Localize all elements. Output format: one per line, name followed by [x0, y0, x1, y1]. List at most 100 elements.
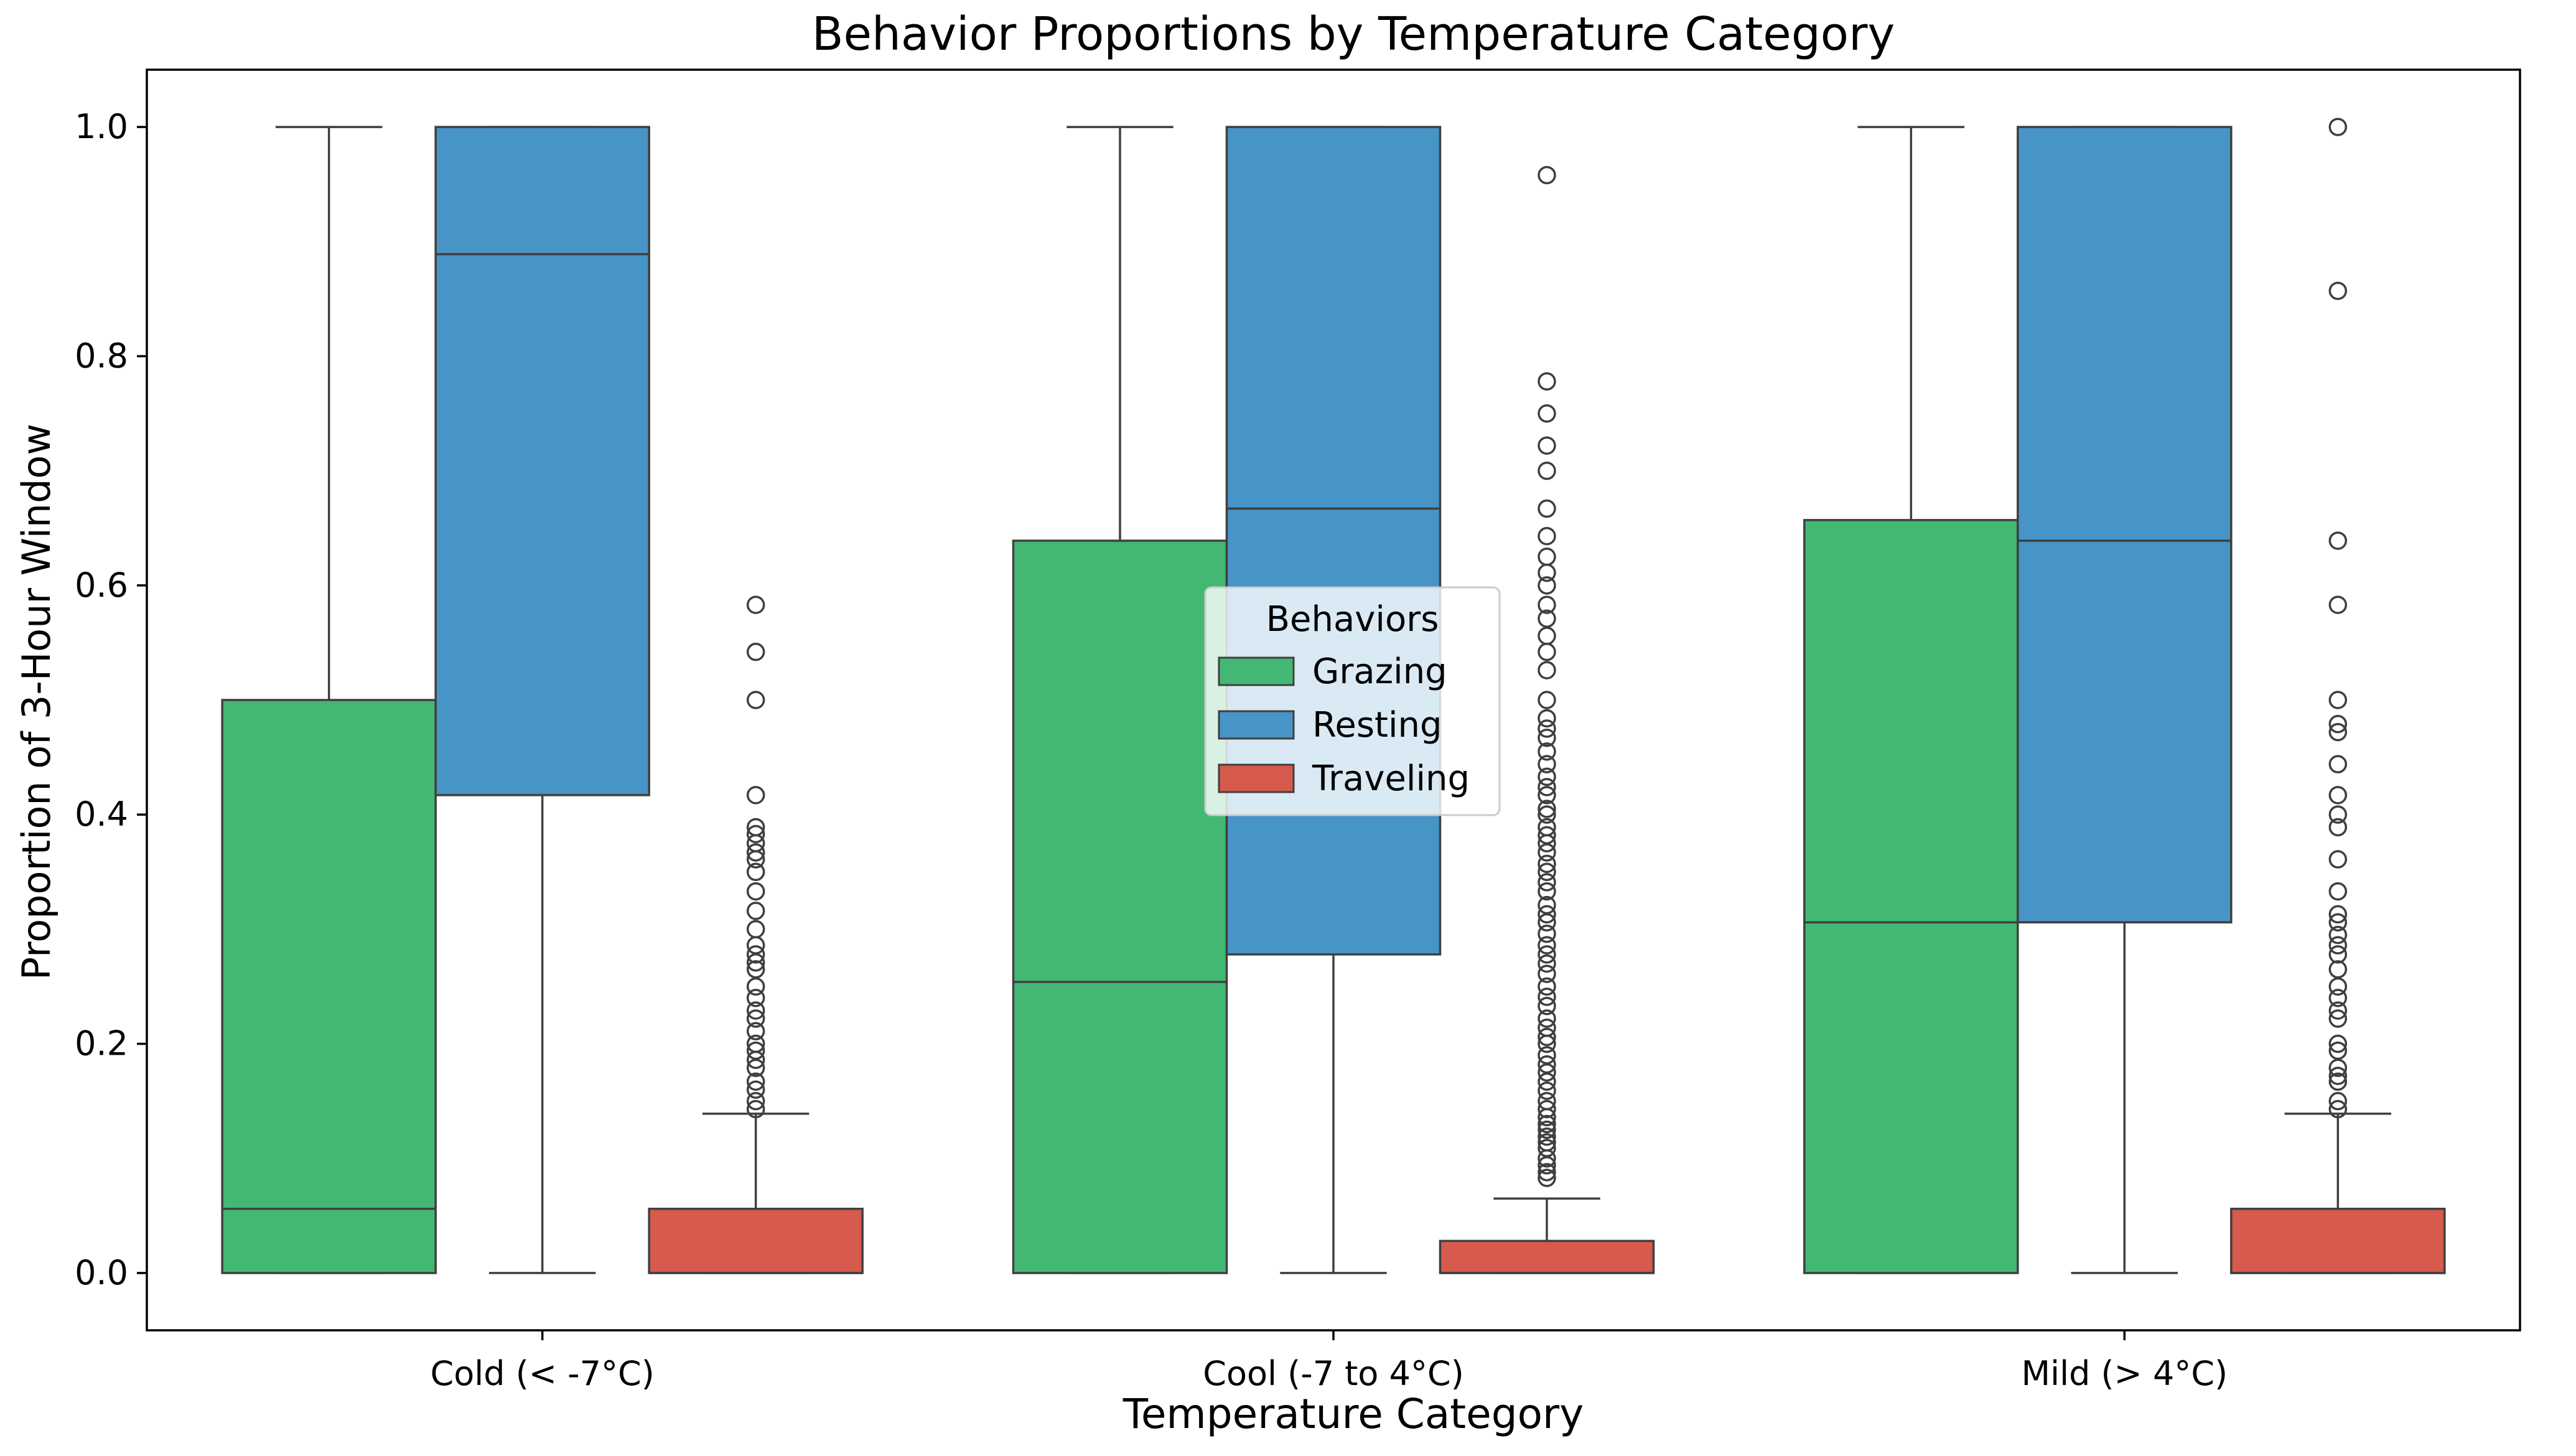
outlier-point — [1538, 1072, 1556, 1091]
outlier-point — [1538, 1009, 1556, 1028]
x-tick-label: Mild (> 4°C) — [2022, 1354, 2228, 1393]
outlier-point — [1538, 642, 1556, 661]
outlier-point — [2328, 1001, 2348, 1020]
outlier-point — [2328, 805, 2348, 824]
legend: Behaviors Grazing Resting Traveling — [1204, 586, 1501, 816]
outlier-point — [2328, 755, 2348, 773]
outlier-point — [1538, 691, 1556, 709]
outlier-point — [1538, 964, 1556, 983]
box-grazing-2 — [1803, 126, 2019, 1274]
legend-swatch-resting — [1218, 710, 1295, 740]
outlier-point — [1538, 499, 1556, 518]
outlier-point — [1538, 661, 1556, 679]
outlier-point — [746, 1058, 765, 1077]
legend-label-resting: Resting — [1312, 705, 1442, 745]
box-iqr — [648, 1208, 864, 1274]
plot-area: 0.0 0.2 0.4 0.6 0.8 1.0 Cold (< -7°C) Cool (-7 … — [75, 68, 2521, 1393]
outlier-point — [746, 977, 765, 996]
y-tick-label: 0.0 — [75, 1253, 128, 1292]
outlier-point — [2328, 818, 2348, 837]
x-axis-label: Temperature Category — [1122, 1390, 1584, 1438]
outlier-point — [1538, 1034, 1556, 1053]
x-tick-label: Cool (-7 to 4°C) — [1203, 1354, 1464, 1393]
outlier-point — [746, 882, 765, 901]
outlier-point — [2328, 531, 2348, 550]
outlier-point — [746, 595, 765, 614]
y-axis-label: Proportion of 3-Hour Window — [14, 424, 59, 980]
outlier-point — [1538, 905, 1556, 924]
outlier-point — [1538, 1081, 1556, 1100]
y-tick-label: 0.4 — [75, 795, 128, 834]
outlier-point — [2328, 1066, 2348, 1085]
outlier-point — [2328, 118, 2348, 136]
box-grazing-0 — [221, 126, 437, 1274]
outlier-point — [1538, 767, 1556, 786]
legend-swatch-traveling — [1218, 763, 1295, 793]
outlier-point — [1538, 945, 1556, 964]
box-iqr — [2017, 126, 2233, 924]
outlier-point — [1538, 576, 1556, 595]
box-resting-2 — [2017, 126, 2233, 1274]
outlier-point — [1538, 1108, 1556, 1127]
box-iqr — [1803, 519, 2019, 1274]
outlier-point — [2328, 850, 2348, 869]
outlier-point — [1538, 719, 1556, 738]
outlier-point — [1538, 1169, 1556, 1187]
outlier-point — [1538, 166, 1556, 185]
outlier-point — [746, 1009, 765, 1028]
box-iqr — [221, 699, 437, 1274]
outlier-point — [746, 642, 765, 661]
outlier-point — [1538, 742, 1556, 761]
outlier-point — [2328, 977, 2348, 996]
outlier-point — [1538, 372, 1556, 391]
outlier-point — [1538, 873, 1556, 892]
outlier-point — [746, 945, 765, 964]
chart-title: Behavior Proportions by Temperature Cate… — [812, 7, 1895, 61]
outlier-point — [2328, 691, 2348, 709]
outlier-point — [1538, 436, 1556, 455]
outlier-point — [746, 1080, 765, 1099]
outlier-point — [1538, 997, 1556, 1015]
outlier-point — [1538, 729, 1556, 747]
outlier-point — [1538, 954, 1556, 973]
box-iqr — [1225, 126, 1442, 956]
outlier-point — [2328, 281, 2348, 301]
outlier-point — [746, 989, 765, 1007]
legend-swatch-grazing — [1218, 656, 1295, 686]
outlier-point — [1538, 1156, 1556, 1175]
outlier-point — [2328, 1009, 2348, 1028]
outlier-point — [1538, 1163, 1556, 1182]
outlier-point — [1538, 913, 1556, 932]
outlier-point — [746, 1091, 765, 1111]
outlier-point — [746, 786, 765, 805]
outlier-point — [2328, 882, 2348, 901]
y-tick-label: 0.6 — [75, 566, 128, 605]
outlier-point — [1538, 1127, 1556, 1146]
legend-label-grazing: Grazing — [1312, 651, 1447, 692]
outlier-point — [1538, 805, 1556, 824]
outlier-point — [1538, 862, 1556, 882]
outlier-point — [2328, 722, 2348, 742]
outlier-point — [2328, 1072, 2348, 1091]
y-tick-label: 0.8 — [75, 336, 128, 375]
outlier-point — [746, 843, 765, 862]
legend-title: Behaviors — [1266, 599, 1439, 640]
box-traveling-2 — [2230, 118, 2446, 1274]
outlier-point — [746, 1099, 765, 1119]
box-resting-1 — [1225, 126, 1442, 1274]
outlier-point — [2328, 945, 2348, 964]
outlier-point — [2328, 595, 2348, 614]
outlier-point — [1538, 882, 1556, 901]
outlier-point — [1538, 526, 1556, 546]
outlier-point — [1538, 1114, 1556, 1134]
outlier-point — [1538, 924, 1556, 943]
outlier-point — [746, 953, 765, 972]
outlier-point — [746, 1072, 765, 1091]
outlier-point — [2328, 1034, 2348, 1053]
outlier-point — [2328, 913, 2348, 932]
box-resting-0 — [434, 126, 650, 1274]
box-traveling-1 — [1439, 166, 1655, 1274]
outlier-point — [746, 691, 765, 709]
box-grazing-1 — [1012, 126, 1228, 1274]
outlier-point — [1538, 834, 1556, 852]
